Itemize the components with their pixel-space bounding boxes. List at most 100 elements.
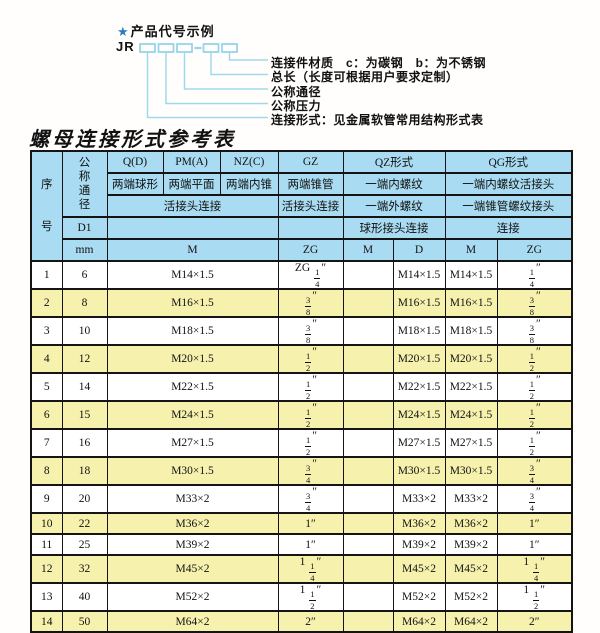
diagram-heading: ★产品代号示例 [117, 21, 215, 40]
cell-dn: 25 [61, 533, 108, 556]
cell-qg-m: M33×2 [444, 484, 498, 514]
header-row-3: 活接头连接 活接头连接 一端外螺纹 一端锥管螺纹接头 [31, 194, 573, 218]
table-row: 11 25 M39×2 1″ M39×2 M39×2 1″ [30, 533, 573, 556]
header-qg: QG形式 [444, 150, 573, 174]
cell-dn: 50 [61, 610, 108, 633]
cell-dn: 6 [61, 260, 108, 290]
cell-qz-m [342, 288, 394, 318]
cell-seq: 3 [30, 316, 63, 346]
cell-qg-m: M30×1.5 [444, 456, 498, 486]
cell-qg-m: M14×1.5 [444, 260, 498, 290]
code-label-pressure: 公称压力 [271, 99, 322, 113]
connector-line [165, 52, 268, 105]
cell-seq: 7 [30, 428, 63, 458]
table-row: 14 50 M64×2 2″ M64×2 M64×2 2″ [30, 610, 573, 633]
connector-line [210, 52, 268, 76]
cell-dn: 40 [61, 582, 108, 612]
code-label-material: 连接件材质 c：为碳钢 b：为不锈钢 [271, 56, 487, 70]
cell-dn: 14 [61, 372, 108, 402]
cell-dn: 12 [61, 344, 108, 374]
header-qg-desc3: 连接 [444, 216, 573, 240]
cell-seq: 6 [30, 400, 63, 430]
cell-m: M16×1.5 [106, 288, 279, 318]
header-empty [277, 216, 344, 240]
cell-m: M64×2 [106, 610, 279, 633]
table-row: 8 18 M30×1.5 3 4 ″ M30×1.5 M30×1.5 3 4 ″ [30, 456, 573, 486]
cell-seq: 9 [30, 484, 63, 514]
nut-connection-table: 序 号 公 称 通 径 Q(D) PM(A) NZ(C) GZ QZ形式 QG形… [30, 150, 573, 633]
cell-qz-d: M39×2 [392, 533, 446, 556]
cell-m: M18×1.5 [106, 316, 279, 346]
header-qg-m: M [444, 238, 498, 262]
cell-seq: 5 [30, 372, 63, 402]
cell-qg-m: M24×1.5 [444, 400, 498, 430]
table-row: 12 32 M45×2 1 1 4 ″ M45×2 M45×2 1 1 4 ″ [30, 554, 573, 584]
header-empty [106, 216, 279, 240]
code-prefix: JR [116, 39, 135, 54]
cell-qg-m: M39×2 [444, 533, 498, 556]
header-qg-zg: ZG [496, 238, 573, 262]
table-row: 9 20 M33×2 3 4 ″ M33×2 M33×2 3 4 ″ [30, 484, 573, 514]
cell-qz-d: M36×2 [392, 512, 446, 535]
header-dn: 公 称 通 径 [61, 150, 108, 218]
header-row-4: D1 球形接头连接 连接 [31, 216, 573, 240]
cell-m: M22×1.5 [106, 372, 279, 402]
table-header: 序 号 公 称 通 径 Q(D) PM(A) NZ(C) GZ QZ形式 QG形… [30, 150, 573, 262]
cell-qz-m [342, 610, 394, 633]
code-box [157, 43, 175, 53]
connector-line [146, 52, 268, 119]
code-box [176, 43, 193, 53]
cell-qg-zg: 1 1 2 ″ [496, 582, 573, 612]
header-qz-desc3: 球形接头连接 [342, 216, 446, 240]
star-icon: ★ [117, 24, 130, 39]
header-qz-m: M [342, 238, 394, 262]
header-q: Q(D) [106, 150, 164, 174]
cell-m: M30×1.5 [106, 456, 279, 486]
connector-line [183, 52, 268, 90]
cell-gz: 3 8 ″ [277, 316, 344, 346]
cell-qz-m [342, 484, 394, 514]
cell-qg-m: M36×2 [444, 512, 498, 535]
cell-qz-d: M22×1.5 [392, 372, 446, 402]
cell-gz: 1″ [277, 512, 344, 535]
header-gz-desc: 两端锥管 [277, 172, 344, 196]
cell-seq: 4 [30, 344, 63, 374]
cell-gz: 1 2 ″ [277, 428, 344, 458]
header-pm: PM(A) [162, 150, 221, 174]
cell-qz-d: M24×1.5 [392, 400, 446, 430]
cell-m: M52×2 [106, 582, 279, 612]
header-m: M [106, 238, 279, 262]
header-zg: ZG [277, 238, 344, 262]
cell-qz-m [342, 533, 394, 556]
cell-qg-zg: 1 2 ″ [496, 400, 573, 430]
cell-gz: 1 1 4 ″ [277, 554, 344, 584]
header-union-gz: 活接头连接 [277, 194, 344, 218]
cell-qg-zg: 3 8 ″ [496, 288, 573, 318]
cell-gz: 2″ [277, 610, 344, 633]
header-qz-desc1: 一端内螺纹 [342, 172, 446, 196]
table-row: 10 22 M36×2 1″ M36×2 M36×2 1″ [30, 512, 573, 535]
cell-qg-zg: 1 2 ″ [496, 344, 573, 374]
code-box [139, 43, 156, 53]
cell-gz: 3 4 ″ [277, 456, 344, 486]
cell-qg-m: M20×1.5 [444, 344, 498, 374]
header-row-5: mm M ZG M D M ZG [31, 238, 573, 262]
cell-qg-m: M16×1.5 [444, 288, 498, 318]
cell-qg-m: M64×2 [444, 610, 498, 633]
cell-qz-d: M27×1.5 [392, 428, 446, 458]
code-label-diameter: 公称通径 [271, 84, 322, 99]
header-pm-desc: 两端平面 [162, 172, 221, 196]
diagram-title: 产品代号示例 [130, 24, 215, 39]
cell-qg-zg: 1 4 ″ [496, 260, 573, 290]
